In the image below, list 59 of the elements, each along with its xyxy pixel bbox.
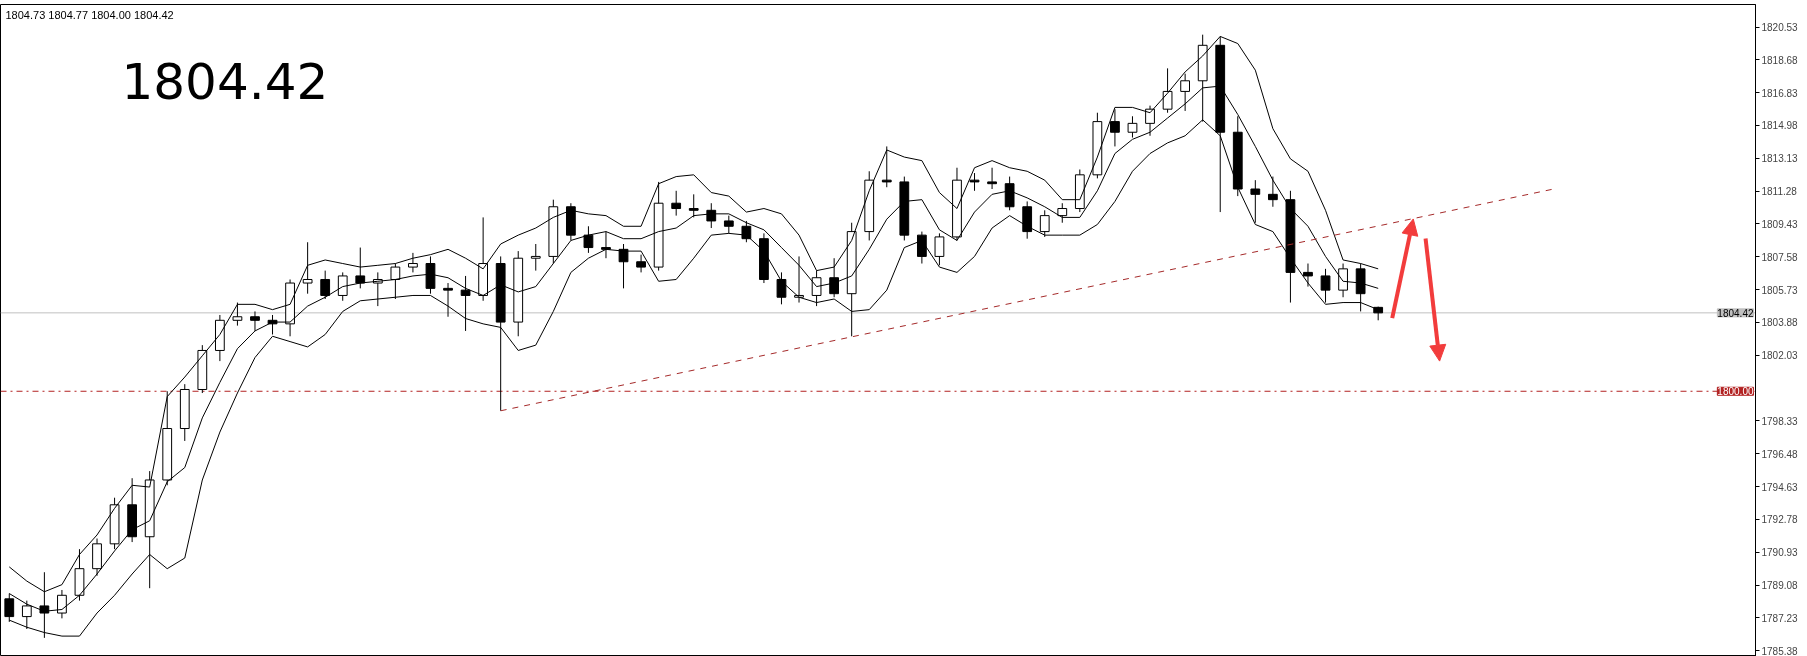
- candlestick: [688, 193, 699, 218]
- candlestick: [1162, 67, 1173, 114]
- candlestick: [1303, 263, 1313, 288]
- candlestick: [530, 243, 541, 272]
- annotation: 1804.42: [121, 52, 329, 111]
- candlestick: [1145, 105, 1155, 137]
- y-tick-label: 1803.88: [1761, 317, 1799, 329]
- candlestick: [302, 241, 313, 295]
- candlestick: [618, 243, 629, 289]
- candlestick: [1250, 179, 1261, 224]
- candlestick: [636, 254, 646, 273]
- candlestick: [706, 202, 717, 229]
- candlestick: [1338, 263, 1348, 298]
- y-tick-label: 1785.38: [1761, 645, 1799, 656]
- candlestick: [916, 231, 927, 265]
- candlestick: [776, 271, 787, 305]
- candlestick: [1110, 108, 1120, 147]
- ref-line-label: 1800.00: [1717, 386, 1754, 398]
- candlestick: [390, 263, 401, 300]
- y-tick-label: 1805.73: [1761, 284, 1799, 296]
- candlestick: [583, 225, 594, 254]
- candlestick: [320, 270, 331, 300]
- y-tick-label: 1789.08: [1761, 580, 1799, 591]
- candlestick: [408, 252, 418, 273]
- y-tick-label: 1813.13: [1761, 153, 1799, 165]
- candlestick: [811, 270, 822, 307]
- annotation: 1804.73 1804.77 1804.00 1804.42: [5, 8, 174, 21]
- candlestick: [1127, 115, 1138, 139]
- candlestick: [1267, 176, 1278, 208]
- candlestick: [1004, 176, 1015, 211]
- candlestick: [250, 310, 260, 332]
- y-tick-label: 1811.28: [1761, 186, 1798, 198]
- y-tick-label: 1809.43: [1761, 218, 1799, 230]
- y-tick-label: 1807.58: [1761, 251, 1799, 263]
- y-tick-label: 1796.48: [1761, 448, 1799, 460]
- candlestick: [337, 271, 348, 302]
- candlestick: [829, 257, 840, 298]
- y-tick-label: 1802.03: [1761, 350, 1799, 362]
- candlestick: [355, 247, 366, 289]
- y-tick-label: 1814.98: [1761, 120, 1799, 132]
- candlestick: [1057, 202, 1068, 224]
- candlestick: [1320, 268, 1331, 304]
- y-tick-label: 1792.78: [1761, 514, 1799, 526]
- y-tick-label: 1787.23: [1761, 612, 1799, 624]
- candlestick: [1039, 209, 1050, 238]
- candlestick: [460, 275, 471, 332]
- candlestick: [443, 282, 453, 318]
- ref-line-label: 1804.42: [1717, 307, 1754, 319]
- candlestick: [987, 167, 997, 190]
- y-tick-label: 1820.53: [1761, 22, 1799, 34]
- candlestick: [934, 232, 945, 266]
- y-tick-label: 1816.83: [1761, 87, 1799, 99]
- y-tick-label: 1798.33: [1761, 415, 1799, 427]
- y-tick-label: 1818.68: [1761, 54, 1799, 66]
- candlestick: [232, 302, 243, 327]
- candlestick: [881, 145, 892, 188]
- y-tick-label: 1790.93: [1761, 547, 1799, 559]
- candlestick: [671, 190, 682, 217]
- y-tick-label: 1794.63: [1761, 481, 1799, 493]
